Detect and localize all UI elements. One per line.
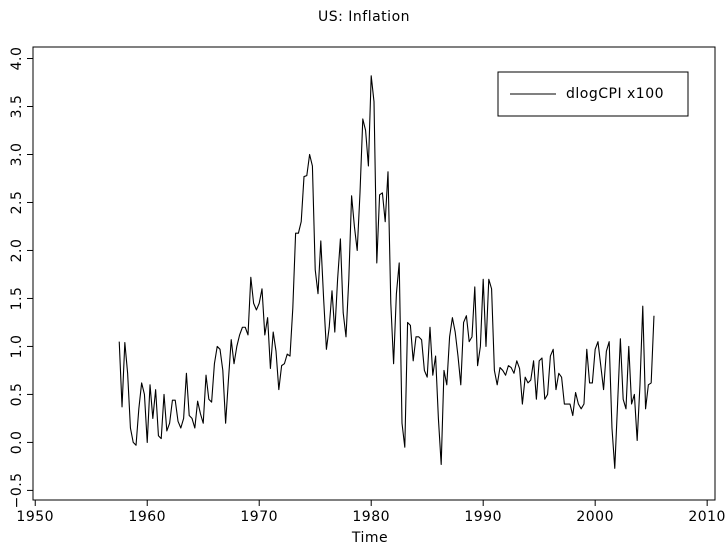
y-tick-label: 0.0 [9,431,25,455]
legend-label: dlogCPI x100 [566,86,664,102]
x-tick-label: 1990 [464,509,502,525]
plot-frame [32,46,716,501]
y-tick-label: 3.0 [9,143,25,167]
y-tick-label: 2.5 [9,191,25,215]
x-tick-label: 2010 [688,509,726,525]
series-line [118,75,655,469]
y-tick-label: 3.5 [9,95,25,119]
y-tick-label: −0.5 [9,472,25,508]
y-tick-label: 1.0 [9,335,25,359]
x-tick-label: 2000 [576,509,614,525]
x-tick-label: 1960 [128,509,166,525]
x-tick-label: 1970 [240,509,278,525]
y-tick-label: 1.5 [9,287,25,311]
x-axis-label: Time [351,530,388,546]
y-tick-label: 4.0 [9,47,25,71]
x-tick-label: 1950 [16,509,54,525]
chart-title: US: Inflation [318,9,410,25]
x-tick-label: 1980 [352,509,390,525]
y-tick-label: 2.0 [9,239,25,263]
y-tick-label: 0.5 [9,383,25,407]
